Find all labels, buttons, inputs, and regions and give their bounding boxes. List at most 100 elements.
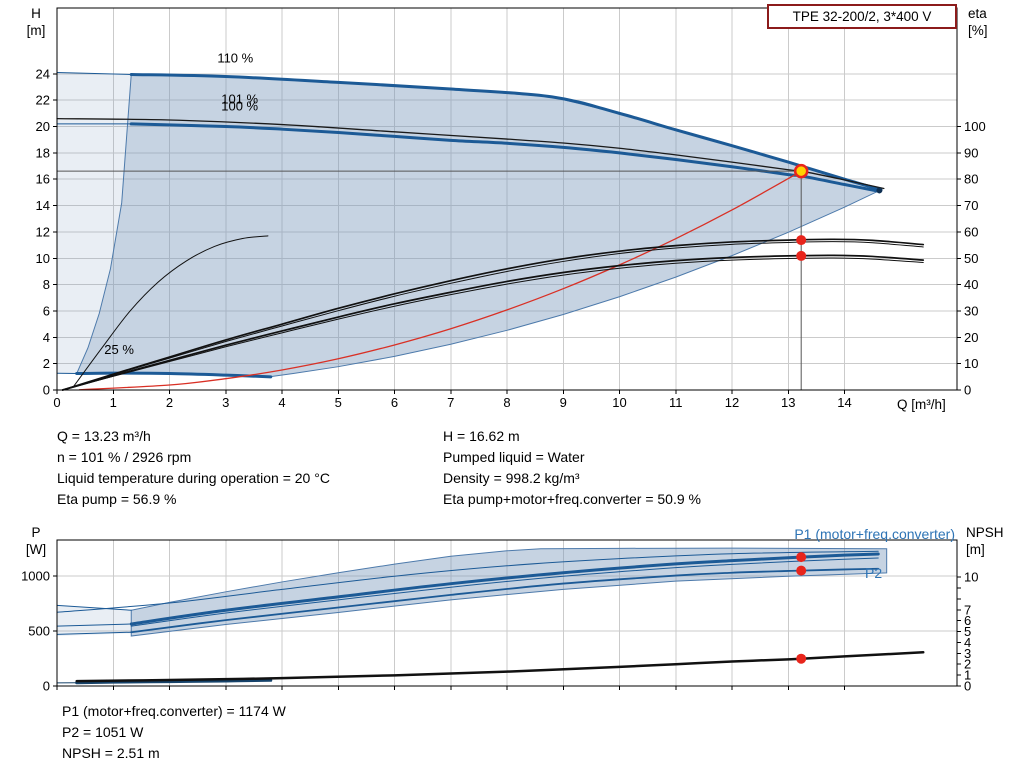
y-tick-label-right: 20 xyxy=(964,330,978,345)
plot-frame xyxy=(56,7,958,391)
info-line: H = 16.62 m xyxy=(443,428,520,444)
p1-curve-label: P1 (motor+freq.converter) xyxy=(794,526,955,542)
duty-point[interactable] xyxy=(793,163,809,179)
info-line: Q = 13.23 m³/h xyxy=(57,428,151,444)
curve-110 xyxy=(129,73,883,192)
x-tick-label: 11 xyxy=(669,395,683,410)
curve-25 xyxy=(75,371,273,379)
qh-chart: 0 1 2 3 4 5 6 7 8 9 10 11 12 13 1402468101214161820222… xyxy=(36,7,986,410)
operating-region-light xyxy=(57,72,132,374)
info-line: NPSH = 2.51 m xyxy=(62,745,160,761)
y-tick-label-left: 2 xyxy=(43,356,50,371)
info-line: n = 101 % / 2926 rpm xyxy=(57,449,192,465)
y-tick-label-right: 6 xyxy=(964,613,971,628)
p2-ext xyxy=(56,631,132,635)
y-tick-label-left: 6 xyxy=(43,303,50,318)
x-tick-label: 8 xyxy=(503,395,510,410)
p25-curve xyxy=(75,678,273,685)
curve-label-110: 110 % xyxy=(217,51,253,66)
npsh-axis-symbol: NPSH xyxy=(966,525,1004,540)
eta-25-curve xyxy=(73,235,269,387)
x-tick-label: 0 xyxy=(53,395,60,410)
y-tick-label-right: 0 xyxy=(964,383,971,398)
eta-total-point xyxy=(796,250,807,261)
system-curve xyxy=(78,170,802,391)
info-line: Eta pump+motor+freq.converter = 50.9 % xyxy=(443,491,701,507)
y-tick-label-left: 22 xyxy=(36,93,50,108)
h-axis-symbol: H xyxy=(31,6,41,21)
curve-label-100: 100 % xyxy=(221,99,258,114)
y-tick-label-right: 80 xyxy=(964,172,978,187)
q-axis-title: Q [m³/h] xyxy=(897,397,946,412)
p2-point xyxy=(796,565,807,576)
curve-110-ext xyxy=(56,72,132,76)
x-tick-label: 9 xyxy=(560,395,567,410)
power-info: P1 (motor+freq.converter) = 1174 W P2 = 1… xyxy=(62,701,286,764)
x-tick-label: 6 xyxy=(391,395,398,410)
y-tick-label-left: 18 xyxy=(36,145,50,160)
h-axis-unit: [m] xyxy=(26,23,46,38)
info-line: P1 (motor+freq.converter) = 1174 W xyxy=(62,703,286,719)
y-tick-label-left: 24 xyxy=(36,66,50,81)
y-tick-label-right: 40 xyxy=(964,277,978,292)
y-tick-label-right: 4 xyxy=(964,635,971,650)
eta-axis-unit: [%] xyxy=(968,23,988,38)
x-tick-label: 1 xyxy=(110,395,117,410)
y-tick-label-right: 1 xyxy=(964,668,971,683)
x-tick-label: 3 xyxy=(222,395,229,410)
y-tick-label-right: 10 xyxy=(964,356,978,371)
info-line: P2 = 1051 W xyxy=(62,724,144,740)
y-tick-label-right: 7 xyxy=(964,602,971,617)
duty-info-right: H = 16.62 m Pumped liquid = Water Density … xyxy=(443,426,701,510)
eta-axis-title: eta [%] xyxy=(968,5,988,39)
p1-point xyxy=(796,552,807,563)
y-tick-label-left: 14 xyxy=(36,198,50,213)
y-tick-label-right: 30 xyxy=(964,303,978,318)
eta-pump-point xyxy=(796,235,807,246)
y-tick-label-left: 8 xyxy=(43,277,50,292)
y-tick-label-right: 60 xyxy=(964,224,978,239)
power-region xyxy=(130,547,888,637)
p2-curve-label: P2 xyxy=(865,565,883,581)
x-tick-label: 12 xyxy=(725,395,739,410)
p-axis-symbol: P xyxy=(31,525,41,540)
y-tick-label-left: 12 xyxy=(36,224,50,239)
info-line: Density = 998.2 kg/m³ xyxy=(443,470,580,486)
y-tick-label-left: 16 xyxy=(36,172,50,187)
curve-label-101: 101 % xyxy=(221,92,258,107)
npsh-curve xyxy=(75,651,925,683)
x-tick-label: 14 xyxy=(837,395,851,410)
power-region-light xyxy=(57,605,132,637)
p-axis-unit: [W] xyxy=(25,542,47,557)
p-axis-title: P [W] xyxy=(18,524,54,558)
p1-ext xyxy=(56,623,132,627)
y-tick-label-left: 500 xyxy=(28,624,50,639)
info-line: Pumped liquid = Water xyxy=(443,449,585,465)
x-tick-label: 5 xyxy=(335,395,342,410)
curve-label-25: 25 % xyxy=(104,342,134,357)
x-tick-label: 4 xyxy=(278,395,285,410)
x-tick-label: 2 xyxy=(166,395,173,410)
npsh-point xyxy=(796,653,807,664)
y-tick-label-left: 20 xyxy=(36,119,50,134)
eta-axis-symbol: eta xyxy=(968,6,987,21)
y-tick-label-right: 70 xyxy=(964,198,978,213)
h-axis-title: H [m] xyxy=(18,5,54,39)
y-tick-label-left: 10 xyxy=(36,251,50,266)
x-tick-label: 10 xyxy=(612,395,626,410)
info-line: Eta pump = 56.9 % xyxy=(57,491,177,507)
info-line: Liquid temperature during operation = 20… xyxy=(57,470,330,486)
y-tick-label-right: 50 xyxy=(964,251,978,266)
y-tick-label-right: 10 xyxy=(964,570,978,585)
y-tick-label-right: 3 xyxy=(964,646,971,661)
operating-region xyxy=(75,74,883,378)
npsh-axis-title: NPSH [m] xyxy=(966,524,1004,558)
plot-frame xyxy=(56,539,958,687)
x-tick-label: 7 xyxy=(447,395,454,410)
y-tick-label-left: 0 xyxy=(43,679,50,694)
y-tick-label-left: 1000 xyxy=(21,569,50,584)
duty-info-left: Q = 13.23 m³/h n = 101 % / 2926 rpm Liquid… xyxy=(57,426,330,510)
x-tick-label: 13 xyxy=(781,395,795,410)
